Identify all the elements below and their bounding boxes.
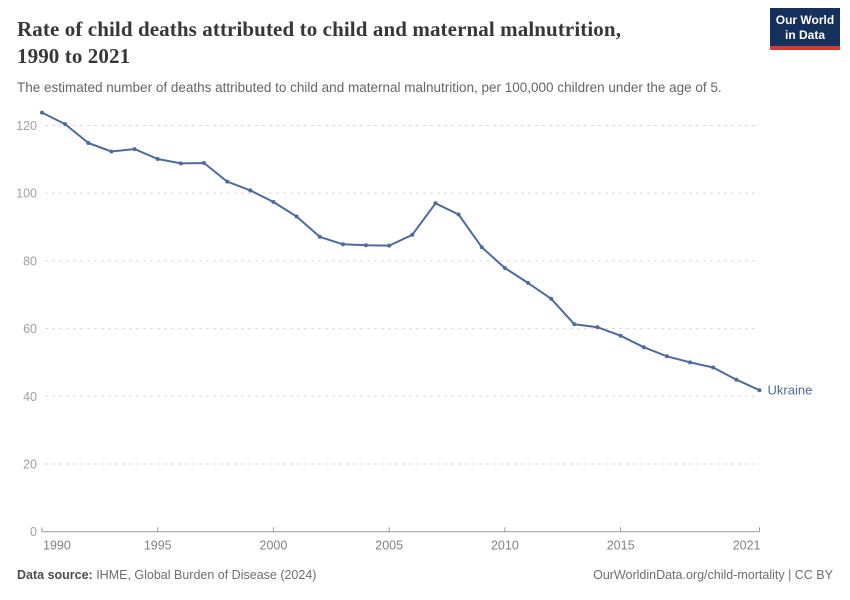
- data-point[interactable]: [40, 110, 44, 115]
- data-point[interactable]: [86, 141, 91, 145]
- x-axis-label: 1990: [43, 539, 71, 553]
- owid-logo-background: [770, 8, 840, 46]
- chart-header: Rate of child deaths attributed to child…: [17, 16, 755, 96]
- x-axis-label: 2010: [491, 539, 519, 553]
- data-point[interactable]: [757, 388, 762, 393]
- data-point[interactable]: [294, 214, 299, 219]
- x-axis-label: 2005: [375, 539, 403, 553]
- x-axis-label: 1995: [144, 539, 172, 553]
- data-point[interactable]: [572, 322, 577, 327]
- x-axis-label: 2000: [260, 539, 288, 553]
- data-point[interactable]: [618, 333, 623, 338]
- data-point[interactable]: [178, 161, 183, 166]
- data-point[interactable]: [734, 377, 739, 382]
- data-point[interactable]: [410, 232, 415, 237]
- data-point[interactable]: [479, 245, 484, 250]
- data-point[interactable]: [433, 201, 438, 206]
- y-axis-label: 80: [23, 254, 37, 268]
- y-axis-label: 60: [23, 322, 37, 336]
- y-axis-label: 100: [16, 187, 37, 201]
- data-point[interactable]: [364, 243, 368, 248]
- data-point[interactable]: [63, 122, 68, 127]
- data-point[interactable]: [317, 234, 322, 239]
- data-point[interactable]: [340, 242, 345, 247]
- page-title-line-1: Rate of child deaths attributed to child…: [17, 17, 622, 41]
- data-point[interactable]: [549, 296, 554, 301]
- y-axis-label: 0: [30, 525, 37, 539]
- x-axis-label: 2015: [607, 539, 635, 553]
- data-point[interactable]: [132, 147, 137, 152]
- data-point[interactable]: [271, 200, 276, 204]
- data-point[interactable]: [225, 179, 230, 184]
- owid-logo-red-bar: [770, 46, 840, 50]
- owid-logo[interactable]: Our World in Data: [770, 8, 840, 50]
- owid-logo-text-line-2: in Data: [784, 27, 825, 42]
- x-axis-label: 2021: [733, 539, 761, 553]
- data-point[interactable]: [456, 212, 461, 217]
- data-point[interactable]: [711, 365, 716, 370]
- data-point[interactable]: [688, 360, 693, 365]
- data-point[interactable]: [595, 325, 600, 330]
- series-line-ukraine[interactable]: [41, 111, 761, 392]
- owid-logo-text-line-1: Our World: [775, 13, 835, 27]
- y-axis-label: 20: [23, 457, 37, 471]
- y-axis-label: 120: [16, 119, 37, 133]
- data-point[interactable]: [248, 188, 253, 193]
- data-point[interactable]: [387, 243, 392, 248]
- chart-subtitle: The estimated number of deaths attribute…: [17, 80, 722, 95]
- data-point[interactable]: [664, 354, 669, 359]
- chart-footer: Data source: IHME, Global Burden of Dise…: [17, 568, 833, 582]
- data-point[interactable]: [202, 161, 206, 165]
- data-point[interactable]: [155, 157, 160, 161]
- page-title-line-2: 1990 to 2021: [17, 44, 131, 68]
- data-source-label: Data source:: [17, 568, 93, 582]
- data-point[interactable]: [641, 345, 646, 350]
- data-point[interactable]: [502, 266, 507, 270]
- y-axis-label: 40: [23, 390, 37, 404]
- data-point[interactable]: [109, 149, 114, 154]
- data-source-note: Data source: IHME, Global Burden of Dise…: [17, 568, 316, 582]
- data-point[interactable]: [526, 280, 530, 285]
- data-source-value: IHME, Global Burden of Disease (2024): [92, 568, 317, 582]
- entity-label-ukraine[interactable]: Ukraine: [768, 383, 813, 398]
- page-title: Rate of child deaths attributed to child…: [17, 16, 755, 70]
- attribution-link[interactable]: OurWorldinData.org/child-mortality | CC …: [593, 568, 833, 582]
